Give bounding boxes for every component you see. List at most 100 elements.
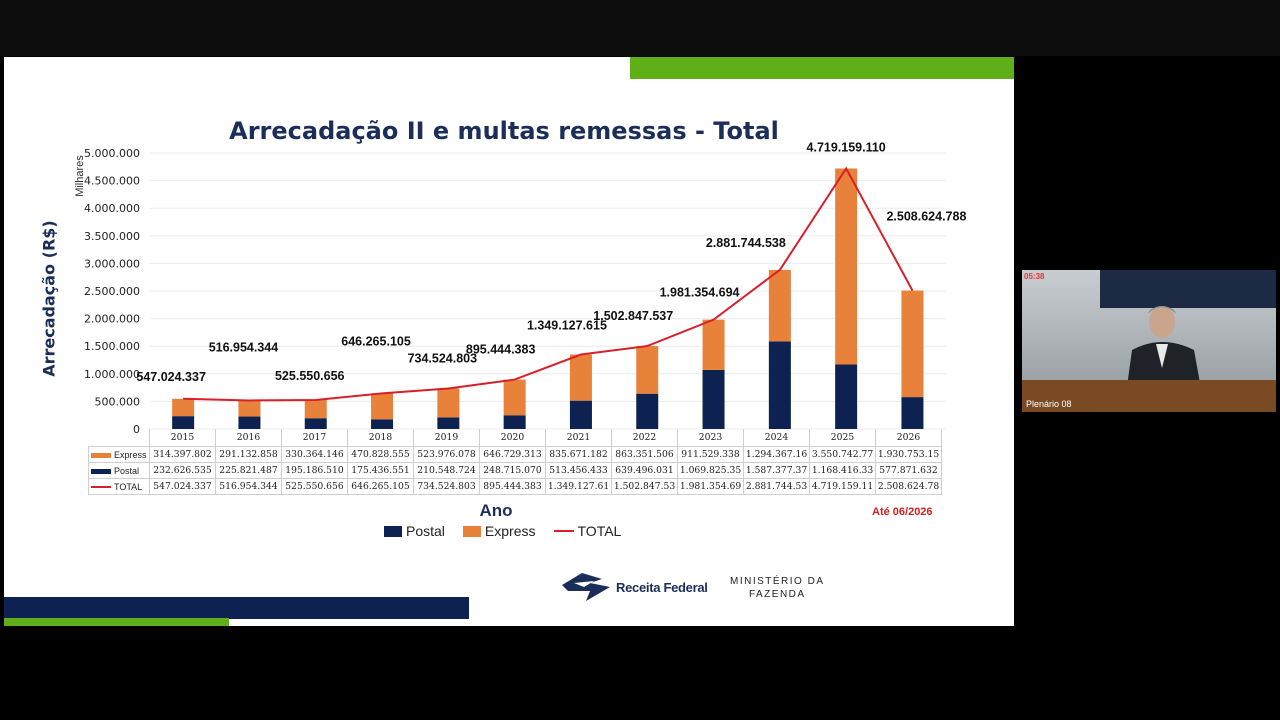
bar-express-2021 bbox=[569, 354, 592, 401]
table-cell: 547.024.337 bbox=[149, 478, 216, 495]
table-year-2019: 2019 bbox=[413, 429, 480, 447]
table-year-2022: 2022 bbox=[611, 429, 678, 447]
ministry-line-2: FAZENDA bbox=[748, 589, 806, 600]
legend-swatch-express bbox=[462, 525, 481, 537]
bar-postal-2024 bbox=[768, 341, 791, 429]
legend-label-total: TOTAL bbox=[577, 523, 622, 539]
table-row-postal: Postal 232.626.535 225.821.487 195.186.510 1… bbox=[88, 462, 942, 479]
data-label-total-2016: 516.954.344 bbox=[209, 340, 279, 354]
receita-federal-emblem-icon bbox=[562, 573, 610, 601]
table-cell: 835.671.182 bbox=[545, 446, 612, 463]
ministry-logo-text: MINISTÉRIO DA FAZENDA bbox=[730, 575, 825, 601]
table-cell: 3.550.742.77 bbox=[809, 446, 876, 463]
table-cell: 1.981.354.69 bbox=[677, 478, 744, 495]
bar-express-2017 bbox=[304, 399, 327, 419]
table-corner bbox=[88, 429, 150, 447]
table-cell: 863.351.506 bbox=[611, 446, 678, 463]
bar-express-2020 bbox=[503, 379, 526, 416]
bar-express-2023 bbox=[702, 319, 725, 370]
legend-item-total: TOTAL bbox=[553, 523, 622, 539]
table-swatch-express bbox=[91, 452, 111, 458]
legend-item-express: Express bbox=[462, 523, 536, 539]
y-tick-label: 5.000.000 bbox=[84, 147, 140, 160]
bar-postal-2023 bbox=[702, 369, 725, 429]
legend-swatch-postal bbox=[384, 525, 402, 537]
y-tick-label: 2.500.000 bbox=[84, 285, 140, 298]
table-year-2023: 2023 bbox=[677, 429, 744, 447]
table-swatch-postal bbox=[91, 468, 111, 474]
data-label-total-2023: 1.981.354.694 bbox=[660, 286, 740, 300]
table-swatch-total bbox=[91, 486, 111, 489]
table-cell: 470.828.555 bbox=[347, 446, 414, 463]
y-tick-label: 500.000 bbox=[95, 395, 141, 408]
table-row-total: TOTAL 547.024.337 516.954.344 525.550.656 64… bbox=[88, 478, 942, 495]
table-cell: 734.524.803 bbox=[413, 478, 480, 495]
data-label-total-2024: 2.881.744.538 bbox=[706, 236, 786, 250]
data-label-total-2019: 734.524.803 bbox=[408, 351, 478, 365]
logo-text: Receita Federal bbox=[616, 579, 708, 595]
table-cell: 314.397.802 bbox=[149, 446, 216, 463]
total-line bbox=[183, 166, 914, 402]
camera-background-screen bbox=[1100, 270, 1276, 308]
table-cell: 2.508.624.78 bbox=[875, 478, 942, 495]
green-accent-bar-bottom bbox=[4, 618, 229, 626]
y-tick-label: 1.000.000 bbox=[84, 368, 140, 381]
table-row-express: Express 314.397.802 291.132.858 330.364.146… bbox=[88, 446, 942, 463]
camera-desk bbox=[1022, 380, 1276, 412]
data-label-total-2026: 2.508.624.788 bbox=[886, 210, 966, 224]
table-year-2020: 2020 bbox=[479, 429, 546, 447]
bar-postal-2025 bbox=[835, 364, 858, 429]
green-accent-bar-top bbox=[630, 57, 1014, 79]
bar-express-2015 bbox=[172, 398, 195, 417]
data-table: 2015 2016 2017 2018 2019 2020 2021 2022 2023 2024… bbox=[88, 429, 942, 495]
table-cell: 1.349.127.61 bbox=[545, 478, 612, 495]
table-cell: 1.069.825.35 bbox=[677, 462, 744, 479]
table-cell: 291.132.858 bbox=[215, 446, 282, 463]
table-row-label: Express bbox=[88, 446, 150, 463]
bar-postal-2018 bbox=[371, 419, 394, 429]
table-cell: 210.548.724 bbox=[413, 462, 480, 479]
bar-express-2025 bbox=[835, 168, 858, 365]
table-cell: 516.954.344 bbox=[215, 478, 282, 495]
bar-postal-2017 bbox=[304, 418, 327, 429]
table-cell: 646.729.313 bbox=[479, 446, 546, 463]
y-tick-label: 4.000.000 bbox=[84, 202, 140, 215]
bar-express-2022 bbox=[636, 346, 659, 394]
table-year-2016: 2016 bbox=[215, 429, 282, 447]
table-year-row: 2015 2016 2017 2018 2019 2020 2021 2022 2023 2024… bbox=[88, 429, 942, 447]
table-row-label: Postal bbox=[88, 462, 150, 479]
bar-express-2019 bbox=[437, 388, 460, 418]
table-year-2015: 2015 bbox=[149, 429, 216, 447]
video-top-band bbox=[0, 0, 1280, 56]
table-year-2021: 2021 bbox=[545, 429, 612, 447]
table-cell: 525.550.656 bbox=[281, 478, 348, 495]
x-axis-title: Ano bbox=[479, 501, 513, 520]
table-row-label: TOTAL bbox=[88, 478, 150, 495]
y-tick-label: 3.500.000 bbox=[84, 230, 140, 243]
table-cell: 175.436.551 bbox=[347, 462, 414, 479]
table-year-2024: 2024 bbox=[743, 429, 810, 447]
table-cell: 195.186.510 bbox=[281, 462, 348, 479]
table-cell: 523.976.078 bbox=[413, 446, 480, 463]
bar-postal-2020 bbox=[503, 415, 526, 429]
data-label-total-2021: 1.349.127.615 bbox=[527, 319, 607, 333]
camera-location-label: Plenário 08 bbox=[1026, 399, 1072, 409]
table-cell: 1.930.753.15 bbox=[875, 446, 942, 463]
camera-clock: 05:38 bbox=[1024, 272, 1045, 281]
table-cell: 1.502.847.53 bbox=[611, 478, 678, 495]
y-tick-label: 3.000.000 bbox=[84, 257, 140, 270]
table-cell: 639.496.031 bbox=[611, 462, 678, 479]
table-year-2026: 2026 bbox=[875, 429, 942, 447]
legend-swatch-total bbox=[553, 530, 574, 532]
table-cell: 232.626.535 bbox=[149, 462, 216, 479]
data-label-total-2022: 1.502.847.537 bbox=[593, 309, 673, 323]
presentation-slide: Arrecadação II e multas remessas - Total… bbox=[4, 57, 1014, 626]
data-label-total-2018: 646.265.105 bbox=[341, 334, 411, 348]
data-label-total-2020: 895.444.383 bbox=[466, 343, 536, 357]
data-label-total-2025: 4.719.159.110 bbox=[807, 141, 886, 155]
table-cell: 4.719.159.11 bbox=[809, 478, 876, 495]
table-cell: 1.294.367.16 bbox=[743, 446, 810, 463]
bar-postal-2015 bbox=[172, 416, 195, 429]
table-cell: 646.265.105 bbox=[347, 478, 414, 495]
bar-postal-2022 bbox=[636, 393, 659, 429]
